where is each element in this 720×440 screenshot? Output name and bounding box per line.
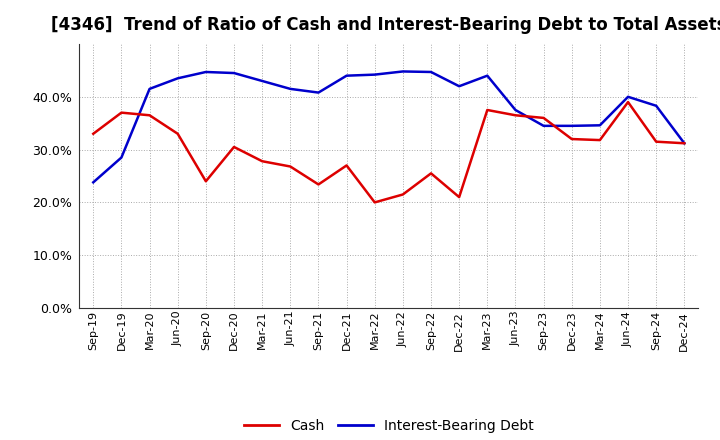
Cash	[286, 164, 294, 169]
Interest-Bearing Debt	[89, 180, 98, 185]
Cash	[539, 115, 548, 121]
Interest-Bearing Debt	[680, 141, 688, 146]
Cash	[258, 158, 266, 164]
Interest-Bearing Debt	[286, 86, 294, 92]
Legend: Cash, Interest-Bearing Debt: Cash, Interest-Bearing Debt	[238, 413, 539, 438]
Cash	[511, 113, 520, 118]
Cash	[399, 192, 408, 197]
Cash	[483, 107, 492, 113]
Interest-Bearing Debt	[314, 90, 323, 95]
Cash	[145, 113, 154, 118]
Interest-Bearing Debt	[342, 73, 351, 78]
Interest-Bearing Debt	[230, 70, 238, 76]
Cash	[230, 144, 238, 150]
Interest-Bearing Debt	[511, 107, 520, 113]
Cash	[117, 110, 126, 115]
Cash	[680, 141, 688, 146]
Line: Interest-Bearing Debt: Interest-Bearing Debt	[94, 71, 684, 182]
Interest-Bearing Debt	[202, 70, 210, 75]
Interest-Bearing Debt	[539, 123, 548, 128]
Interest-Bearing Debt	[455, 84, 464, 89]
Cash	[624, 99, 632, 105]
Interest-Bearing Debt	[483, 73, 492, 78]
Interest-Bearing Debt	[145, 86, 154, 92]
Cash	[370, 200, 379, 205]
Cash	[427, 171, 436, 176]
Interest-Bearing Debt	[652, 103, 660, 108]
Interest-Bearing Debt	[370, 72, 379, 77]
Interest-Bearing Debt	[399, 69, 408, 74]
Cash	[595, 137, 604, 143]
Line: Cash: Cash	[94, 102, 684, 202]
Cash	[652, 139, 660, 144]
Interest-Bearing Debt	[595, 123, 604, 128]
Cash	[314, 182, 323, 187]
Interest-Bearing Debt	[117, 155, 126, 160]
Interest-Bearing Debt	[174, 76, 182, 81]
Cash	[202, 179, 210, 184]
Cash	[567, 136, 576, 142]
Interest-Bearing Debt	[567, 123, 576, 128]
Cash	[342, 163, 351, 168]
Cash	[174, 131, 182, 136]
Interest-Bearing Debt	[624, 94, 632, 99]
Cash	[455, 194, 464, 200]
Title: [4346]  Trend of Ratio of Cash and Interest-Bearing Debt to Total Assets: [4346] Trend of Ratio of Cash and Intere…	[51, 16, 720, 34]
Cash	[89, 131, 98, 136]
Interest-Bearing Debt	[427, 70, 436, 75]
Interest-Bearing Debt	[258, 78, 266, 84]
